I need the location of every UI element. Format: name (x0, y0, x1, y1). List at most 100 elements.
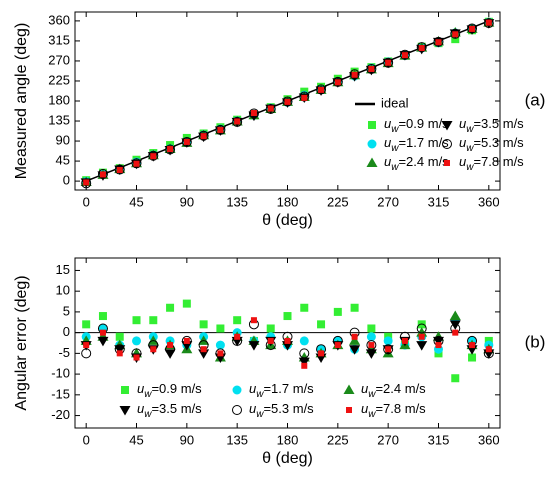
marker (366, 63, 377, 74)
marker (133, 160, 140, 167)
plot-frame (74, 257, 501, 429)
marker (435, 342, 442, 349)
marker (198, 130, 209, 141)
marker (468, 353, 477, 362)
x-tick-label: 135 (226, 194, 248, 209)
marker (368, 65, 375, 72)
marker (299, 348, 310, 359)
marker (248, 108, 259, 119)
legend-label: uw=7.8 m/s (459, 154, 524, 172)
marker (166, 303, 175, 312)
legend-label: uw=2.4 m/s (361, 381, 426, 399)
marker (299, 336, 309, 346)
x-tick-label: 180 (277, 432, 299, 447)
marker (383, 336, 393, 346)
marker (366, 340, 377, 351)
marker (150, 153, 157, 160)
y-tick-label: 360 (48, 12, 70, 27)
y-tick-label: -5 (58, 345, 70, 360)
marker (349, 345, 361, 355)
marker (215, 340, 225, 350)
marker (432, 336, 444, 347)
x-tick-label: 270 (377, 194, 399, 209)
legend-label: ideal (381, 95, 409, 110)
x-tick-label: 90 (180, 432, 194, 447)
marker (250, 110, 257, 117)
marker (83, 179, 90, 186)
legend-marker (368, 121, 376, 129)
y-tick-label: 5 (63, 303, 70, 318)
marker (97, 168, 108, 179)
x-tick-label: 225 (327, 432, 349, 447)
legend-marker (232, 385, 242, 395)
marker (349, 335, 361, 345)
marker (449, 320, 461, 330)
y-tick-label: 0 (63, 324, 70, 339)
x-tick-label: 180 (277, 194, 299, 209)
x-tick-label: 360 (478, 194, 500, 209)
marker (183, 337, 190, 344)
marker (233, 316, 242, 325)
marker (317, 320, 326, 329)
marker (116, 166, 123, 173)
marker (367, 324, 376, 333)
marker (334, 79, 341, 86)
marker (418, 333, 425, 340)
marker (301, 362, 308, 369)
y-tick-label: 270 (48, 52, 70, 67)
legend-label: uw=5.3 m/s (459, 135, 524, 153)
legend-marker (444, 160, 450, 166)
legend-label: uw=0.9 m/s (384, 116, 449, 134)
marker (97, 336, 109, 347)
marker (115, 332, 124, 341)
x-tick-label: 270 (377, 432, 399, 447)
legend-label: uw=1.7 m/s (249, 381, 314, 399)
marker (485, 19, 492, 26)
marker (418, 45, 425, 52)
marker (149, 316, 158, 325)
marker (451, 374, 460, 383)
marker (167, 342, 174, 349)
marker (449, 310, 461, 321)
x-tick-label: 135 (226, 432, 248, 447)
marker (199, 320, 208, 329)
legend-marker (232, 405, 242, 415)
marker (334, 342, 341, 349)
y-tick-label: 90 (56, 132, 70, 147)
y-tick-label: 45 (56, 153, 70, 168)
x-tick-label: 45 (129, 432, 143, 447)
marker (165, 144, 176, 155)
marker (385, 59, 392, 66)
marker (469, 25, 476, 32)
marker (99, 329, 106, 336)
marker (399, 49, 410, 60)
marker (416, 341, 428, 351)
marker (265, 104, 276, 115)
marker (167, 146, 174, 153)
legend-label: uw=1.7 m/s (384, 135, 449, 153)
y-tick-label: -15 (51, 386, 70, 401)
marker (433, 36, 444, 47)
marker (82, 320, 91, 329)
marker (316, 84, 327, 95)
marker (200, 346, 207, 353)
marker (148, 150, 159, 161)
marker (435, 39, 442, 46)
legend-label: uw=3.5 m/s (137, 401, 202, 419)
y-tick-label: 0 (63, 173, 70, 188)
marker (182, 299, 191, 308)
legend-marker (366, 157, 378, 167)
marker (215, 348, 226, 359)
marker (81, 178, 92, 189)
marker (333, 307, 342, 316)
legend-marker (367, 139, 377, 149)
marker (98, 312, 107, 321)
marker (401, 337, 408, 344)
marker (451, 35, 460, 44)
legend-label: uw=7.8 m/s (361, 401, 426, 419)
marker (99, 171, 106, 178)
marker (81, 348, 92, 359)
marker (469, 342, 476, 349)
marker (416, 323, 427, 334)
